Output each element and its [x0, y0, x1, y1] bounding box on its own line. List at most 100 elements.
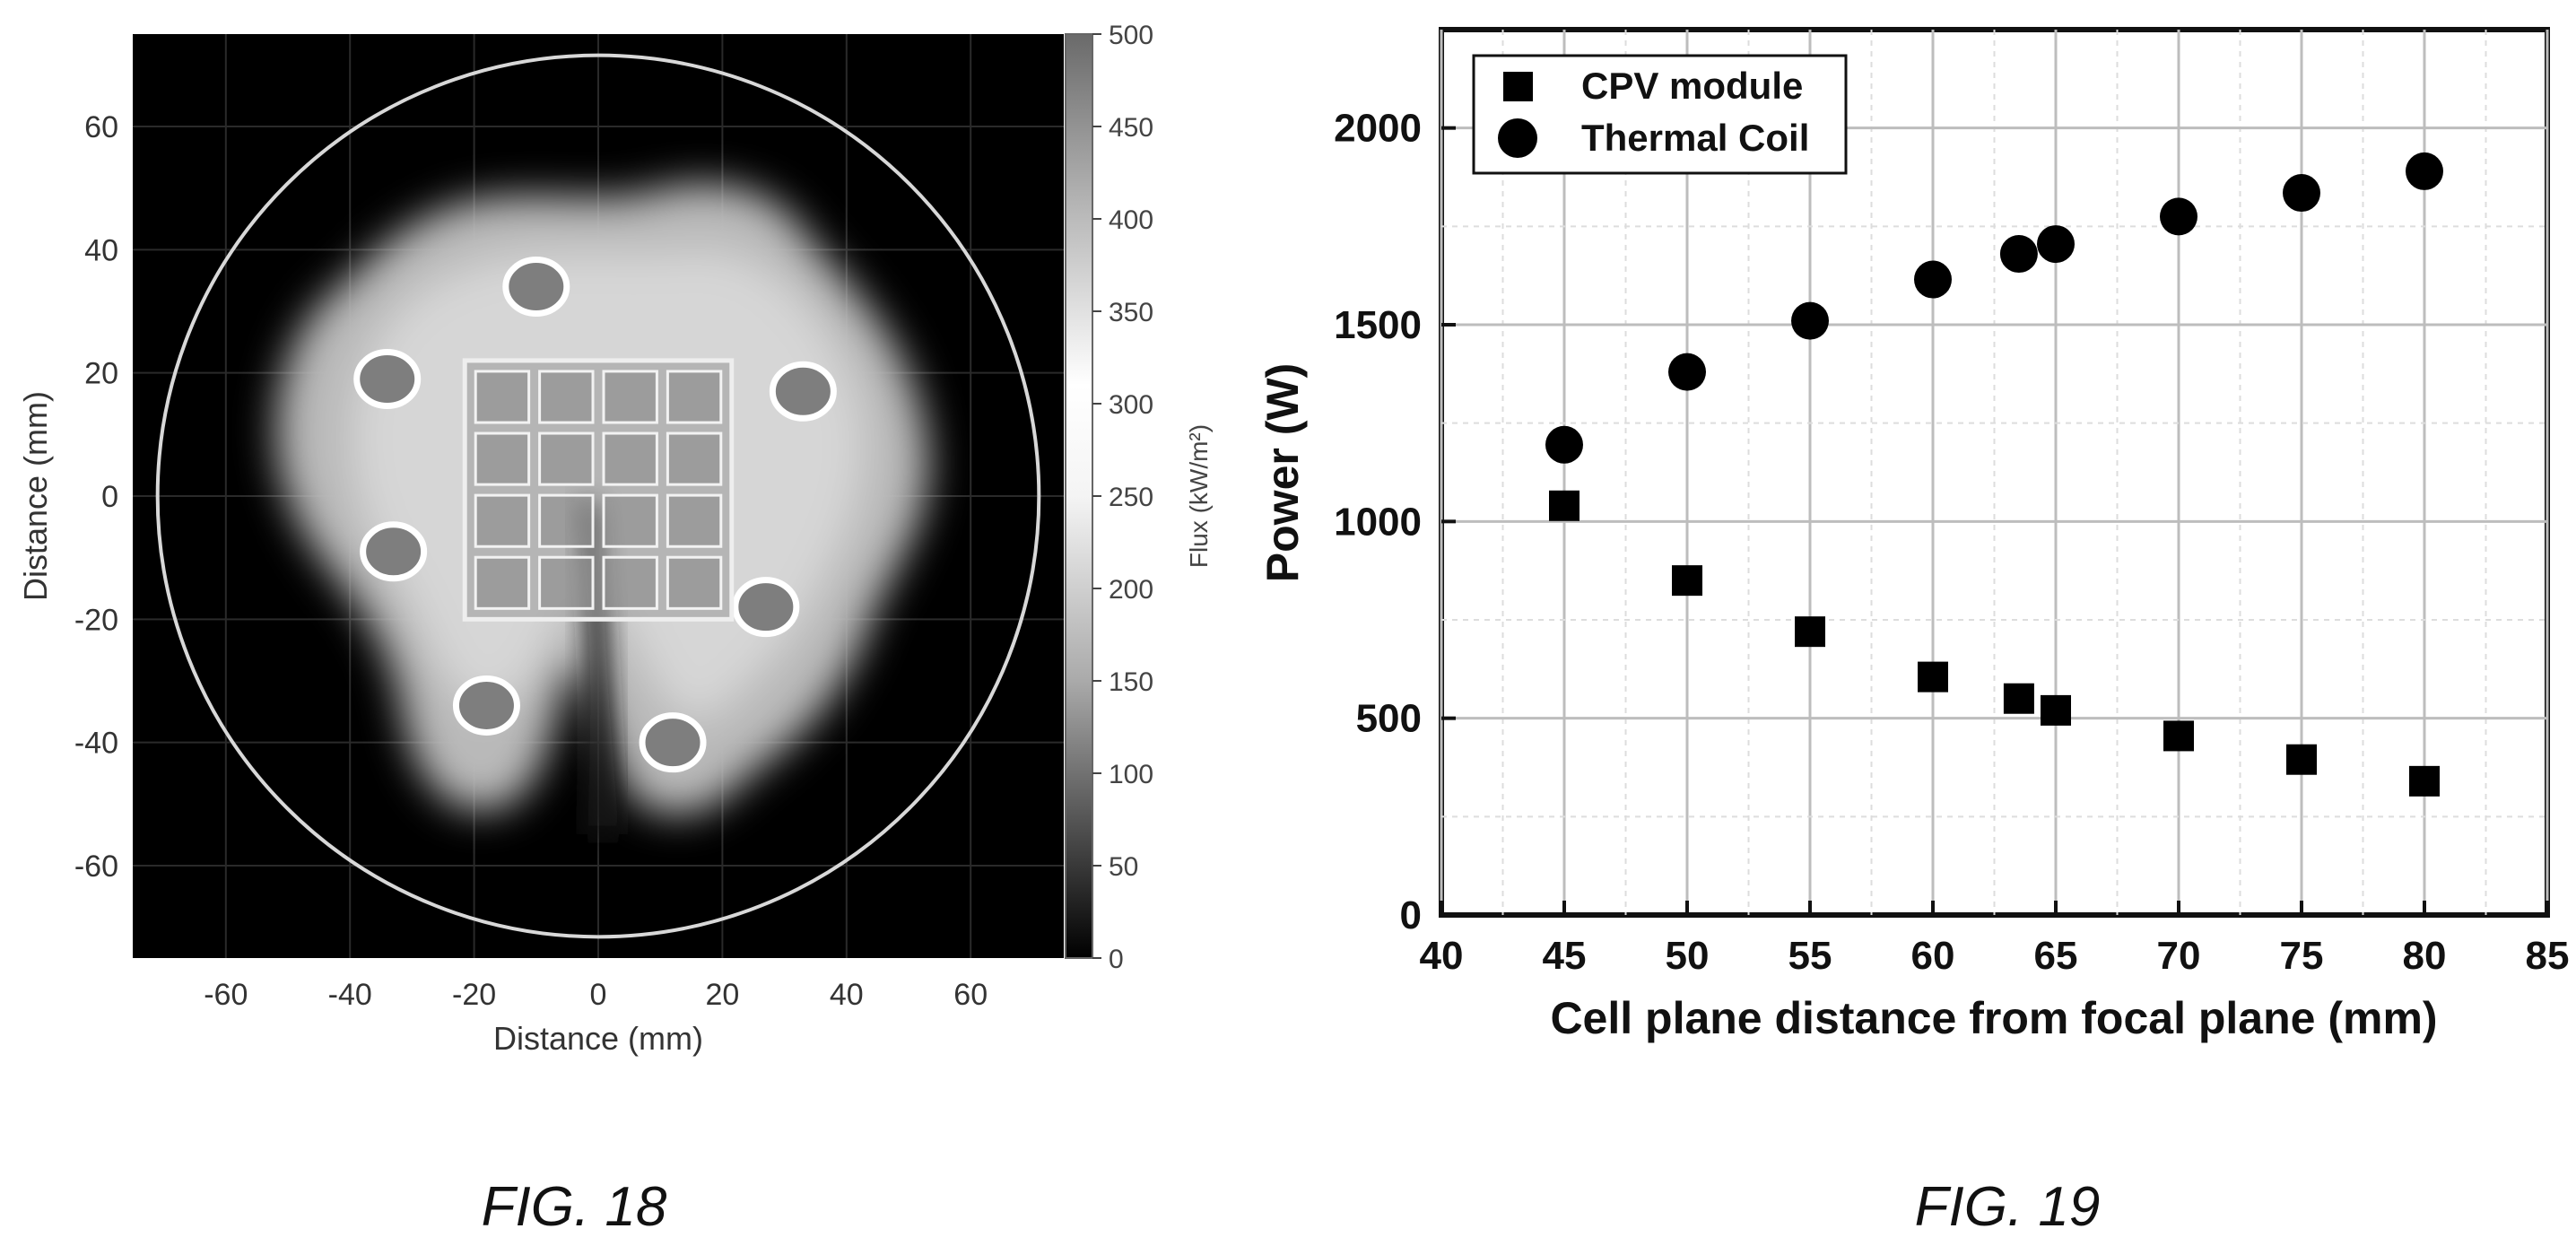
- thermal-coil-point: [1791, 301, 1829, 340]
- heatmap-y-tick-label: 20: [84, 357, 118, 391]
- heatmap-ticks: -60 -40 -20 0 20 40 60 60 40 20 0 -20 -40 -60: [74, 110, 988, 1012]
- cpv-module-point: [2163, 720, 2194, 752]
- module-cell: [602, 555, 658, 610]
- heatmap-y-tick-label: -60: [74, 850, 118, 884]
- thermal-coil-point: [1545, 425, 1583, 464]
- heatmap-y-tick-label: -40: [74, 727, 118, 761]
- scatter-marks: [1545, 152, 2443, 797]
- colorbar: [1065, 33, 1093, 959]
- scatter-x-tick-label: 85: [2526, 934, 2570, 978]
- scatter-x-axis-label: Cell plane distance from focal plane (mm…: [1550, 993, 2437, 1043]
- legend-square-marker: [1503, 72, 1533, 101]
- colorbar-tick-label: 100: [1109, 760, 1153, 789]
- module-cell: [474, 370, 531, 424]
- focal-circle-outline: [155, 53, 1041, 939]
- module-cell: [538, 555, 595, 610]
- legend-circle-marker: [1498, 118, 1537, 158]
- colorbar-tick-label: 50: [1109, 852, 1138, 882]
- colorbar-tick-label: 250: [1109, 483, 1153, 512]
- scatter-y-tick-label: 0: [1400, 893, 1422, 937]
- module-cell: [538, 370, 595, 424]
- scatter-y-tick-label: 1500: [1334, 303, 1422, 347]
- colorbar-tick-label: 400: [1109, 205, 1153, 235]
- scatter-grid: [1440, 30, 2549, 915]
- cpv-module-point: [1795, 616, 1825, 648]
- thermal-coil-point: [1914, 260, 1952, 299]
- colorbar-tick-label: 450: [1109, 113, 1153, 143]
- cpv-module-outline: [462, 358, 735, 622]
- heatmap-y-tick-label: 40: [84, 233, 118, 267]
- heatmap-y-axis-label: Distance (mm): [17, 391, 54, 601]
- cpv-module-point: [2286, 744, 2317, 775]
- module-cell: [474, 493, 531, 548]
- hot-spot-ring: [353, 349, 422, 410]
- legend-box: [1472, 54, 1848, 175]
- module-cell: [666, 493, 723, 548]
- heatmap-y-tick-label: -20: [74, 603, 118, 637]
- hot-spot-ring: [452, 675, 520, 736]
- scatter-x-tick-label: 50: [1666, 934, 1710, 978]
- figure-18-caption: FIG. 18: [482, 1176, 667, 1238]
- scatter-x-tick-label: 55: [1788, 934, 1832, 978]
- heatmap-x-tick-label: 0: [590, 978, 607, 1012]
- legend: CPV module Thermal Coil: [1472, 54, 1848, 175]
- module-cell: [602, 431, 658, 486]
- cpv-module-point: [2041, 694, 2071, 726]
- module-cell: [538, 431, 595, 486]
- colorbar-label: Flux (kW/m²): [1185, 424, 1213, 568]
- scatter-x-tick-label: 75: [2280, 934, 2324, 978]
- heatmap-y-tick-label: 60: [84, 110, 118, 144]
- module-cell: [666, 370, 723, 424]
- heatmap-x-tick-label: 20: [705, 978, 739, 1012]
- colorbar-tick-label: 150: [1109, 667, 1153, 697]
- cpv-module-point: [1672, 565, 1702, 597]
- module-cell: [666, 431, 723, 486]
- heatmap-y-tick-label: 0: [101, 480, 118, 514]
- scatter-y-axis-label: Power (W): [1258, 363, 1308, 582]
- module-cell: [602, 493, 658, 548]
- scatter-x-tick-label: 65: [2034, 934, 2078, 978]
- hot-spot-ring: [360, 521, 428, 582]
- heatmap-x-tick-label: 60: [953, 978, 988, 1012]
- legend-label-cpv-module: CPV module: [1581, 65, 1803, 107]
- cpv-module-point: [2409, 765, 2440, 797]
- module-cell: [474, 555, 531, 610]
- thermal-coil-point: [2160, 197, 2197, 236]
- colorbar-tick-label: 350: [1109, 298, 1153, 327]
- heatmap-x-tick-label: -40: [328, 978, 372, 1012]
- hot-spot-ring: [769, 361, 837, 422]
- cpv-module-point: [1549, 490, 1580, 521]
- power-scatter-chart: 40 45 50 55 60 65 70 75 80 85 0 500 1000 1500 2000 CPV…: [1258, 27, 2569, 1043]
- hot-spot-ring: [502, 257, 570, 318]
- scatter-y-tick-label: 1000: [1334, 500, 1422, 544]
- thermal-coil-point: [2406, 152, 2443, 190]
- legend-label-thermal-coil: Thermal Coil: [1581, 117, 1809, 159]
- cpv-module-point: [2003, 683, 2034, 714]
- scatter-y-tick-label: 500: [1356, 697, 1422, 741]
- heatmap-x-tick-label: 40: [830, 978, 864, 1012]
- scatter-x-tick-label: 60: [1911, 934, 1955, 978]
- figure-19-caption: FIG. 19: [1915, 1176, 2101, 1238]
- hot-spot-ring: [732, 577, 800, 638]
- scatter-x-tick-label: 80: [2403, 934, 2447, 978]
- thermal-coil-point: [2037, 225, 2075, 264]
- module-cell: [474, 431, 531, 486]
- colorbar-tick-label: 300: [1109, 390, 1153, 420]
- cpv-module-point: [1918, 661, 1948, 693]
- thermal-coil-point: [2283, 174, 2320, 213]
- thermal-coil-point: [1999, 235, 2038, 274]
- scatter-x-tick-label: 45: [1543, 934, 1587, 978]
- heatmap-x-tick-label: -60: [204, 978, 248, 1012]
- colorbar-tick-label: 200: [1109, 575, 1153, 605]
- scatter-x-tick-label: 70: [2157, 934, 2201, 978]
- hot-spots: [353, 257, 837, 773]
- module-cell: [602, 370, 658, 424]
- module-cell: [666, 555, 723, 610]
- hot-spot-ring: [639, 712, 707, 773]
- thermal-coil-point: [1668, 353, 1706, 391]
- scatter-ticks: 40 45 50 55 60 65 70 75 80 85 0 500 1000 1500 2000: [1334, 107, 2569, 978]
- scatter-x-tick-label: 40: [1420, 934, 1464, 978]
- heatmap-x-tick-label: -20: [452, 978, 496, 1012]
- heatmap-x-axis-label: Distance (mm): [493, 1020, 703, 1057]
